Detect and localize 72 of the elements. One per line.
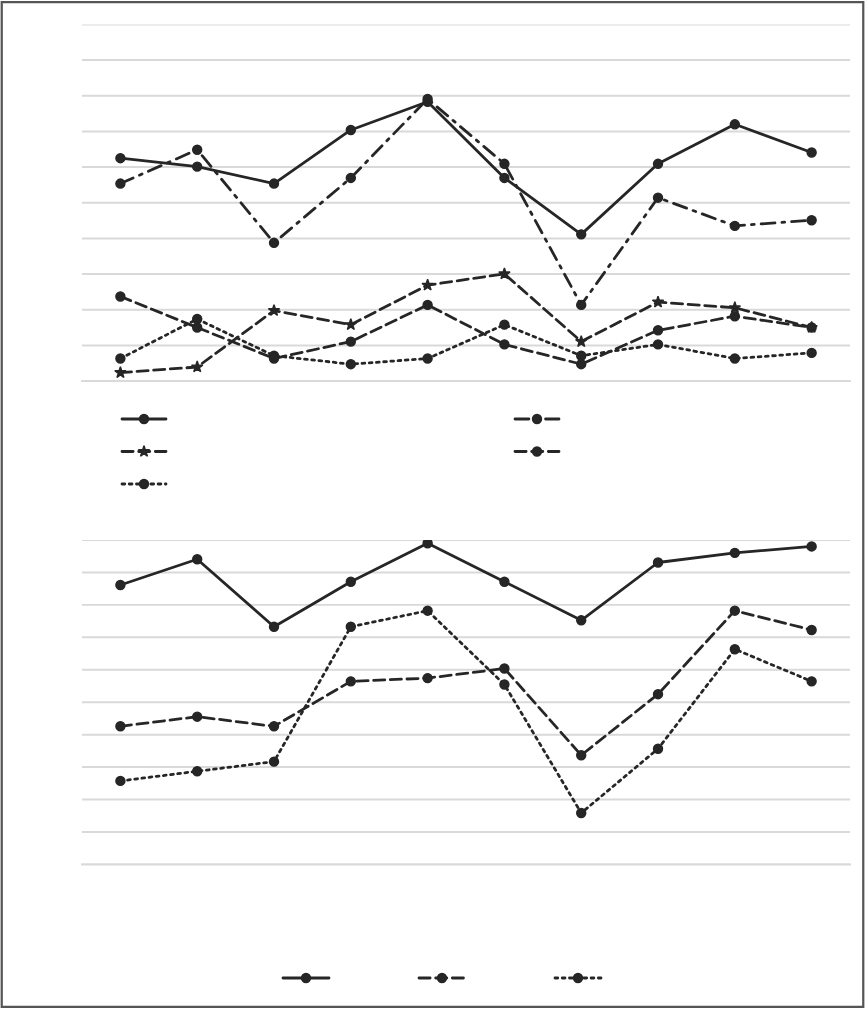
point [652,158,664,170]
point [499,679,510,690]
point [576,350,587,361]
point [268,237,280,249]
point [345,358,357,370]
point [806,347,817,359]
point [806,676,817,687]
point [574,334,588,348]
point [191,554,203,565]
point [498,267,511,280]
point [115,152,126,164]
point [729,644,741,655]
point [422,353,433,364]
point [729,119,741,130]
point [576,229,587,240]
point [345,576,357,587]
point [576,807,587,819]
point [115,721,126,732]
point [268,621,280,632]
point [728,301,742,314]
point [115,353,126,364]
point [729,353,741,364]
point [345,172,357,184]
point [345,676,357,687]
point [806,147,817,158]
point [652,743,664,754]
point [499,576,510,587]
point [344,318,358,331]
point [345,336,357,347]
point [191,711,203,722]
point [576,299,587,311]
point [268,178,280,189]
point [191,313,203,325]
point [806,624,817,636]
point [499,319,510,330]
point [115,291,126,302]
point [651,295,665,308]
point [806,541,817,552]
point [115,775,126,787]
point [345,621,357,632]
point [652,325,664,336]
point [267,303,281,317]
point [268,756,280,767]
point [115,579,126,591]
point [729,220,741,232]
point [191,766,203,777]
point [190,360,204,373]
point [499,158,510,170]
point [652,557,664,568]
point [576,615,587,626]
point [729,310,741,322]
point [499,663,510,674]
point [422,540,433,549]
point [499,339,510,350]
point [191,144,203,155]
point [421,278,434,291]
point [499,172,510,184]
point [191,161,203,172]
point [652,339,664,350]
point [268,721,280,732]
point [729,547,741,559]
point [652,192,664,203]
point [652,688,664,700]
point [422,605,433,616]
point [576,749,587,761]
point [422,299,433,311]
point [345,124,357,136]
point [729,605,741,616]
point [806,215,817,226]
point [422,672,433,684]
point [114,366,127,379]
point [115,178,126,189]
